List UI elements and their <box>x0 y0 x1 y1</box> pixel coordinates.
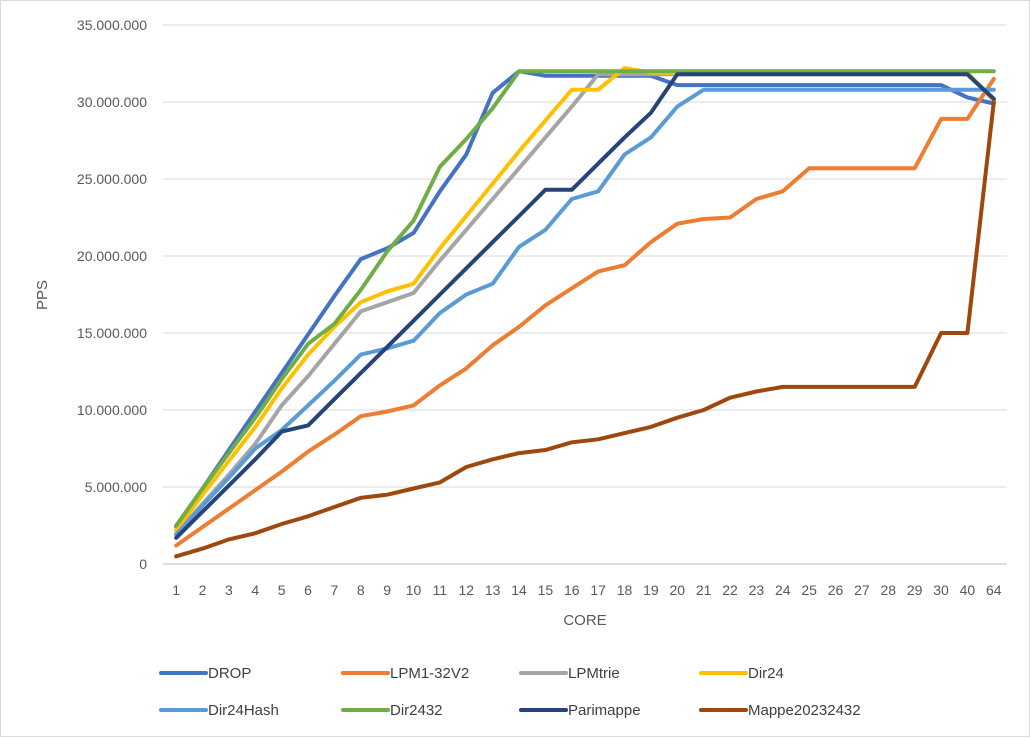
x-tick-label: 18 <box>617 582 633 598</box>
x-tick-label: 30 <box>933 582 949 598</box>
y-tick-label: 0 <box>139 556 147 572</box>
series-line-lpm1-32v2 <box>174 76 996 548</box>
x-tick-label: 13 <box>485 582 501 598</box>
x-tick-label: 40 <box>960 582 976 598</box>
x-tick-label: 19 <box>643 582 659 598</box>
x-axis-title: CORE <box>563 612 606 629</box>
series-line-mappe20232432 <box>174 100 996 559</box>
x-tick-label: 15 <box>538 582 554 598</box>
x-tick-label: 22 <box>722 582 738 598</box>
y-tick-label: 15.000.000 <box>77 325 147 341</box>
gridlines <box>163 24 1007 565</box>
x-tick-label: 8 <box>357 582 365 598</box>
series-line-lpmtrie <box>174 72 996 536</box>
legend-label: Dir2432 <box>390 702 443 719</box>
x-tick-label: 5 <box>278 582 286 598</box>
legend-label: Dir24 <box>748 665 784 682</box>
x-tick-label: 16 <box>564 582 580 598</box>
legend: DROP LPM1-32V2 LPMtrie Dir24 Dir24Hash Dir243… <box>159 665 861 719</box>
x-tick-label: 12 <box>459 582 475 598</box>
x-tick-label: 29 <box>907 582 923 598</box>
legend-label: LPM1-32V2 <box>390 665 469 682</box>
x-tick-label: 10 <box>406 582 422 598</box>
x-tick-label: 7 <box>331 582 339 598</box>
x-tick-label: 2 <box>199 582 207 598</box>
y-tick-label: 35.000.000 <box>77 17 147 33</box>
x-tick-label: 25 <box>801 582 817 598</box>
x-tick-label: 24 <box>775 582 791 598</box>
series-line-parimappe <box>174 72 996 540</box>
legend-label: Dir24Hash <box>208 702 279 719</box>
x-tick-label: 21 <box>696 582 712 598</box>
y-tick-label: 5.000.000 <box>85 479 147 495</box>
x-tick-label: 23 <box>749 582 765 598</box>
series-lines <box>174 66 996 559</box>
series-line-dir2432 <box>174 69 996 528</box>
x-tick-label: 14 <box>511 582 527 598</box>
x-tick-label: 6 <box>304 582 312 598</box>
x-tick-label: 4 <box>251 582 259 598</box>
y-tick-label: 10.000.000 <box>77 402 147 418</box>
legend-label: Mappe20232432 <box>748 702 861 719</box>
x-tick-label: 64 <box>986 582 1002 598</box>
x-tick-label: 1 <box>172 582 180 598</box>
x-tick-label: 9 <box>383 582 391 598</box>
y-tick-label: 25.000.000 <box>77 171 147 187</box>
y-axis-title: PPS <box>34 280 51 310</box>
x-tick-label: 17 <box>590 582 606 598</box>
x-tick-label: 26 <box>828 582 844 598</box>
legend-label: Parimappe <box>568 702 641 719</box>
series-line-dir24hash <box>174 87 996 537</box>
y-axis-ticks: 0 5.000.000 10.000.000 15.000.000 20.000.000… <box>77 17 147 572</box>
legend-label: DROP <box>208 665 251 682</box>
y-tick-label: 20.000.000 <box>77 248 147 264</box>
y-tick-label: 30.000.000 <box>77 94 147 110</box>
x-tick-label: 3 <box>225 582 233 598</box>
x-axis-ticks: 1 2 3 4 5 6 7 8 9 10 11 12 13 14 15 16 17 18 19 20 21 22 23 24 2… <box>172 582 1002 598</box>
series-line-drop <box>174 69 996 529</box>
x-tick-label: 28 <box>881 582 897 598</box>
legend-label: LPMtrie <box>568 665 620 682</box>
x-tick-label: 11 <box>433 582 448 598</box>
x-tick-label: 20 <box>670 582 686 598</box>
x-tick-label: 27 <box>854 582 870 598</box>
